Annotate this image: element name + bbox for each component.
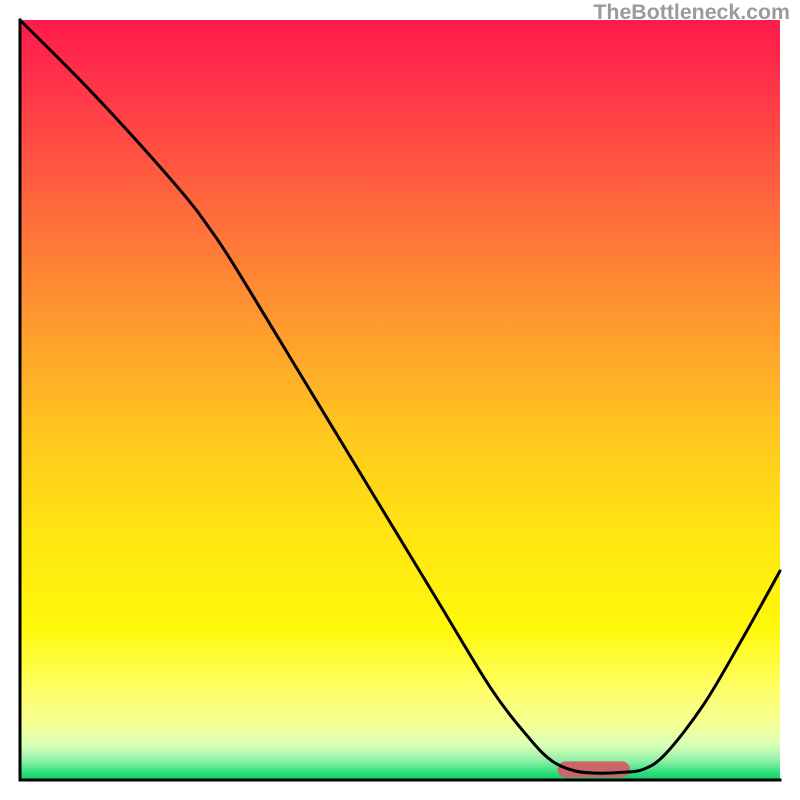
chart-svg	[0, 0, 800, 800]
plot-background	[20, 20, 780, 780]
chart-container: TheBottleneck.com	[0, 0, 800, 800]
watermark-text: TheBottleneck.com	[593, 0, 790, 25]
